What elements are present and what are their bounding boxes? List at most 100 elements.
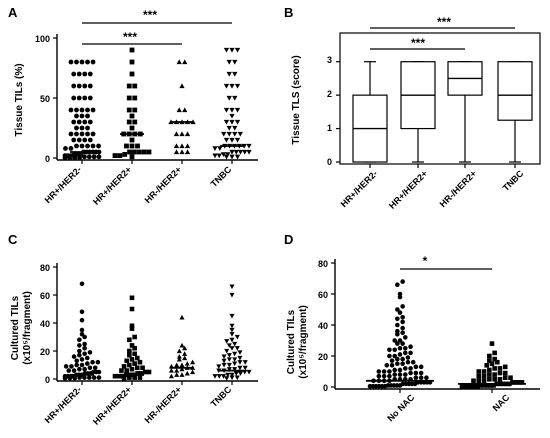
panel-d-data-point bbox=[395, 316, 400, 322]
panel-a-data-point bbox=[85, 131, 90, 137]
panel-c-data-point bbox=[146, 369, 152, 375]
panel-a-data-point bbox=[96, 149, 102, 155]
panel-a-data-point bbox=[241, 143, 247, 149]
panel-c-data-point bbox=[140, 365, 145, 371]
panel-a-data-point bbox=[176, 59, 182, 65]
panel-a-data-point bbox=[85, 107, 90, 113]
panel-c-data-point bbox=[127, 352, 132, 358]
panel-d-data-point bbox=[408, 350, 413, 356]
panel-d-data-point bbox=[408, 344, 413, 350]
panel-d-data-point bbox=[392, 367, 398, 373]
panel-c-data-point bbox=[82, 334, 87, 340]
panel-d-data-point bbox=[484, 363, 490, 368]
panel-a-data-point bbox=[74, 143, 79, 149]
panel-c-data-point bbox=[224, 376, 230, 381]
panel-c-data-point bbox=[142, 369, 148, 375]
panel-c-data-point bbox=[232, 351, 238, 357]
panel-d-data-point bbox=[400, 319, 405, 325]
panel-a-data-point bbox=[184, 149, 191, 155]
panel-d-data-point bbox=[384, 363, 390, 368]
panel-a-data-point bbox=[82, 83, 88, 89]
panel-a-data-point bbox=[63, 146, 68, 151]
panel-c-tick-label: 40 bbox=[40, 319, 50, 329]
panel-c-data-point bbox=[220, 374, 227, 379]
panel-c-data-point bbox=[184, 361, 190, 366]
panel-b-tick-label: 1 bbox=[327, 123, 332, 133]
panel-a-data-point bbox=[212, 153, 218, 159]
panel-c-data-point bbox=[77, 348, 82, 354]
panel-a-data-point bbox=[85, 59, 90, 65]
panel-d-data-point bbox=[481, 373, 487, 379]
panel-d-tick-label: 20 bbox=[318, 352, 328, 362]
panel-c-data-point bbox=[63, 364, 69, 369]
panel-c-data-point bbox=[168, 368, 174, 373]
panel-c-data-point bbox=[221, 358, 227, 364]
panel-c-data-point bbox=[129, 295, 135, 301]
panel-c-data-point bbox=[179, 342, 185, 348]
panel-c-data-point bbox=[82, 345, 87, 351]
panel-c-tick-label: 60 bbox=[40, 291, 50, 301]
panel-c-data-point bbox=[77, 375, 82, 380]
panel-a-data-point bbox=[132, 149, 137, 155]
panel-a-data-point bbox=[91, 154, 97, 160]
panel-a-tick-label: 0 bbox=[45, 154, 50, 164]
panel-a-data-point bbox=[129, 113, 135, 119]
panel-a-data-point bbox=[234, 107, 241, 113]
panel-c-data-point bbox=[229, 284, 235, 290]
panel-d-data-point bbox=[402, 366, 408, 371]
panel-d-data-point bbox=[502, 375, 508, 380]
panel-d-data-point bbox=[395, 322, 400, 328]
panel-c-data-point bbox=[79, 281, 85, 287]
panel-b-tick-label: 0 bbox=[327, 157, 332, 167]
panel-a-data-point bbox=[234, 83, 241, 89]
panel-a-data-point bbox=[226, 59, 232, 65]
panel-a-data-point bbox=[234, 154, 241, 160]
panel-a-data-point bbox=[90, 143, 96, 149]
panel-a-data-point bbox=[71, 95, 77, 101]
panel-d-data-point bbox=[418, 370, 424, 376]
panel-a-data-point bbox=[76, 137, 82, 143]
panel-a-data-point bbox=[68, 107, 74, 113]
panel-a-data-point bbox=[179, 131, 185, 137]
panel-a-data-point bbox=[67, 155, 73, 161]
panel-a-data-point bbox=[68, 59, 74, 65]
panel-b-box bbox=[497, 61, 533, 121]
panel-d-data-point bbox=[494, 359, 500, 365]
panel-c-data-point bbox=[225, 372, 231, 378]
panel-c-data-point bbox=[124, 368, 130, 373]
panel-a-data-point bbox=[229, 47, 235, 53]
panel-a-data-point bbox=[71, 137, 77, 143]
panel-c-data-point bbox=[234, 346, 240, 351]
panel-d-data-point bbox=[397, 345, 403, 351]
panel-a-tick-label: 100 bbox=[35, 34, 50, 44]
panel-d-data-point bbox=[408, 366, 413, 371]
panel-d-data-point bbox=[402, 335, 408, 340]
panel-a-data-point bbox=[87, 119, 93, 125]
panel-d-data-point bbox=[487, 353, 492, 359]
panel-a-data-point bbox=[132, 119, 138, 125]
panel-d-data-point bbox=[489, 361, 495, 367]
panel-c-category-label: TNBC bbox=[209, 384, 234, 409]
panel-a-data-point bbox=[179, 83, 185, 89]
panel-d-data-point bbox=[510, 380, 515, 385]
panel-c-data-point bbox=[176, 356, 182, 362]
panel-c-data-point bbox=[179, 372, 185, 377]
panel-a-data-point bbox=[146, 149, 152, 155]
panel-d-data-point bbox=[405, 355, 411, 360]
panel-a-data-point bbox=[129, 125, 135, 131]
panel-c-data-point bbox=[190, 369, 196, 375]
panel-b-category-label: HR+/HER2- bbox=[339, 168, 380, 209]
panel-d-data-point bbox=[478, 383, 484, 388]
panel-a-data-point bbox=[82, 95, 88, 101]
panel-c-data-point bbox=[82, 366, 87, 372]
panel-d-data-point bbox=[387, 353, 392, 359]
panel-c-data-point bbox=[237, 371, 244, 376]
panel-d-data-point bbox=[381, 373, 387, 379]
panel-d-sig: * bbox=[423, 254, 428, 268]
panel-a-data-point bbox=[233, 149, 239, 155]
panel-c-data-point bbox=[77, 337, 82, 343]
panel-c-data-point bbox=[69, 364, 74, 369]
panel-a-data-point bbox=[217, 146, 223, 152]
panel-a-data-point bbox=[87, 95, 93, 101]
panel-c-data-point bbox=[226, 357, 232, 362]
